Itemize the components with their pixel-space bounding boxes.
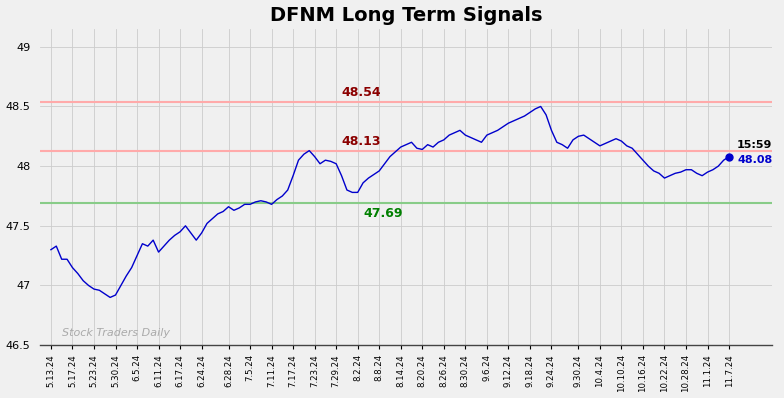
Title: DFNM Long Term Signals: DFNM Long Term Signals [270,6,543,25]
Text: 48.13: 48.13 [342,135,381,148]
Text: Stock Traders Daily: Stock Traders Daily [62,328,169,338]
Text: 48.54: 48.54 [342,86,381,100]
Text: 48.08: 48.08 [737,155,772,165]
Text: 15:59: 15:59 [737,140,772,150]
Text: 47.69: 47.69 [363,207,402,220]
